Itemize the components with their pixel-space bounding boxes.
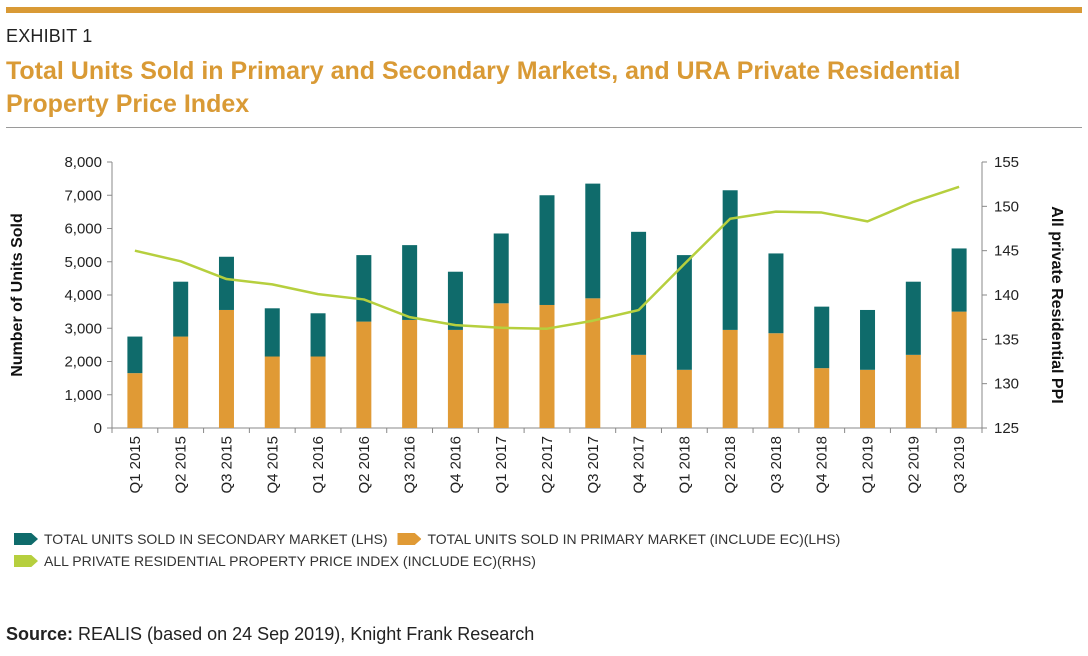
x-tick-label: Q3 2016 (402, 436, 419, 494)
right-tick-label: 130 (994, 376, 1019, 393)
legend-label-secondary: TOTAL UNITS SOLD IN SECONDARY MARKET (LH… (44, 531, 388, 547)
bar-secondary (722, 190, 738, 330)
legend-label-primary: TOTAL UNITS SOLD IN PRIMARY MARKET (INCL… (427, 531, 841, 547)
bar-primary (631, 354, 647, 428)
x-tick-label: Q4 2018 (814, 436, 831, 494)
x-tick-label: Q3 2018 (768, 436, 785, 494)
x-tick-label: Q4 2016 (447, 436, 464, 494)
bar-primary (264, 356, 280, 428)
bar-primary (860, 369, 876, 428)
bar-secondary (173, 281, 189, 337)
bar-secondary (631, 231, 647, 355)
x-tick-label: Q1 2015 (127, 436, 144, 494)
bar-secondary (585, 183, 601, 299)
right-tick-label: 145 (994, 243, 1019, 260)
bar-primary (402, 319, 418, 428)
legend-swatch-ppi (14, 555, 38, 567)
bar-secondary (905, 281, 921, 355)
bar-secondary (127, 336, 143, 374)
source-text: REALIS (based on 24 Sep 2019), Knight Fr… (73, 624, 535, 644)
bar-primary (310, 356, 326, 428)
left-tick-label: 5,000 (64, 254, 102, 271)
chart: 0 1,000 2,000 3,000 4,000 5,000 6,000 7,000 8,00… (9, 154, 1065, 494)
bar-primary (127, 373, 143, 428)
bar-secondary (402, 245, 418, 320)
right-tick-label: 125 (994, 420, 1019, 437)
bar-primary (905, 354, 921, 428)
left-tick-label: 0 (94, 420, 102, 437)
bar-secondary (539, 195, 555, 305)
y2-axis-title: All private Residential PPI (1048, 206, 1065, 403)
x-tick-label: Q3 2017 (585, 436, 602, 494)
legend-swatch-primary (397, 533, 422, 545)
bar-secondary (310, 313, 326, 357)
x-tick-label: Q4 2017 (631, 436, 648, 494)
x-tick-label: Q1 2016 (310, 436, 327, 494)
x-tick-label: Q2 2015 (173, 436, 190, 494)
left-tick-label: 4,000 (64, 287, 102, 304)
legend-label-ppi: ALL PRIVATE RESIDENTIAL PROPERTY PRICE I… (44, 553, 536, 569)
source-label: Source: (6, 624, 74, 644)
bar-secondary (768, 253, 784, 334)
right-tick-label: 140 (994, 287, 1019, 304)
legend: TOTAL UNITS SOLD IN SECONDARY MARKET (LH… (14, 528, 1084, 572)
right-tick-label: 150 (994, 198, 1019, 215)
bar-secondary (676, 255, 692, 370)
bar-primary (722, 329, 738, 428)
right-tick-label: 135 (994, 331, 1019, 348)
bar-secondary (951, 248, 967, 312)
bar-secondary (860, 309, 876, 370)
bar-primary (676, 369, 692, 428)
source-note: Source: REALIS (based on 24 Sep 2019), K… (6, 624, 534, 645)
bar-secondary (493, 233, 509, 304)
x-tick-label: Q2 2016 (356, 436, 373, 494)
bar-primary (768, 333, 784, 428)
x-tick-label: Q1 2018 (676, 436, 693, 494)
exhibit-label: EXHIBIT 1 (6, 26, 93, 46)
bar-secondary (218, 256, 234, 310)
y-axis-title: Number of Units Sold (9, 213, 26, 377)
x-tick-label: Q3 2015 (218, 436, 235, 494)
right-tick-label: 155 (994, 154, 1019, 171)
bar-primary (218, 309, 234, 428)
bar-secondary (264, 308, 280, 357)
left-tick-label: 3,000 (64, 320, 102, 337)
x-tick-label: Q1 2019 (860, 436, 877, 494)
title-divider (6, 127, 1082, 128)
legend-item-ppi: ALL PRIVATE RESIDENTIAL PROPERTY PRICE I… (14, 550, 536, 572)
left-tick-label: 2,000 (64, 354, 102, 371)
x-tick-label: Q2 2019 (905, 436, 922, 494)
bar-primary (356, 321, 372, 428)
legend-swatch-secondary (14, 533, 38, 545)
x-tick-label: Q2 2017 (539, 436, 556, 494)
chart-labels: 0 1,000 2,000 3,000 4,000 5,000 6,000 7,000 8,00… (9, 154, 1065, 494)
left-tick-label: 7,000 (64, 187, 102, 204)
legend-item-primary: TOTAL UNITS SOLD IN PRIMARY MARKET (INCL… (397, 528, 840, 550)
bar-primary (173, 336, 189, 428)
chart-ppi-line (134, 185, 960, 330)
legend-item-secondary: TOTAL UNITS SOLD IN SECONDARY MARKET (LH… (14, 528, 388, 550)
left-tick-label: 6,000 (64, 221, 102, 238)
bar-secondary (814, 306, 830, 369)
x-tick-label: Q3 2019 (951, 436, 968, 494)
bar-primary (447, 329, 463, 428)
left-tick-label: 1,000 (64, 387, 102, 404)
chart-title: Total Units Sold in Primary and Secondar… (6, 57, 961, 118)
bar-primary (539, 304, 555, 428)
x-tick-label: Q1 2017 (493, 436, 510, 494)
x-tick-label: Q4 2015 (264, 436, 281, 494)
bar-primary (814, 368, 830, 428)
top-rule (6, 7, 1082, 13)
bar-secondary (356, 255, 372, 322)
bar-primary (493, 303, 509, 428)
bar-secondary (447, 271, 463, 330)
left-tick-label: 8,000 (64, 154, 102, 171)
ppi-line (134, 185, 960, 330)
x-tick-label: Q2 2018 (722, 436, 739, 494)
chart-bars (127, 183, 967, 428)
bar-primary (951, 311, 967, 428)
bar-primary (585, 298, 601, 428)
